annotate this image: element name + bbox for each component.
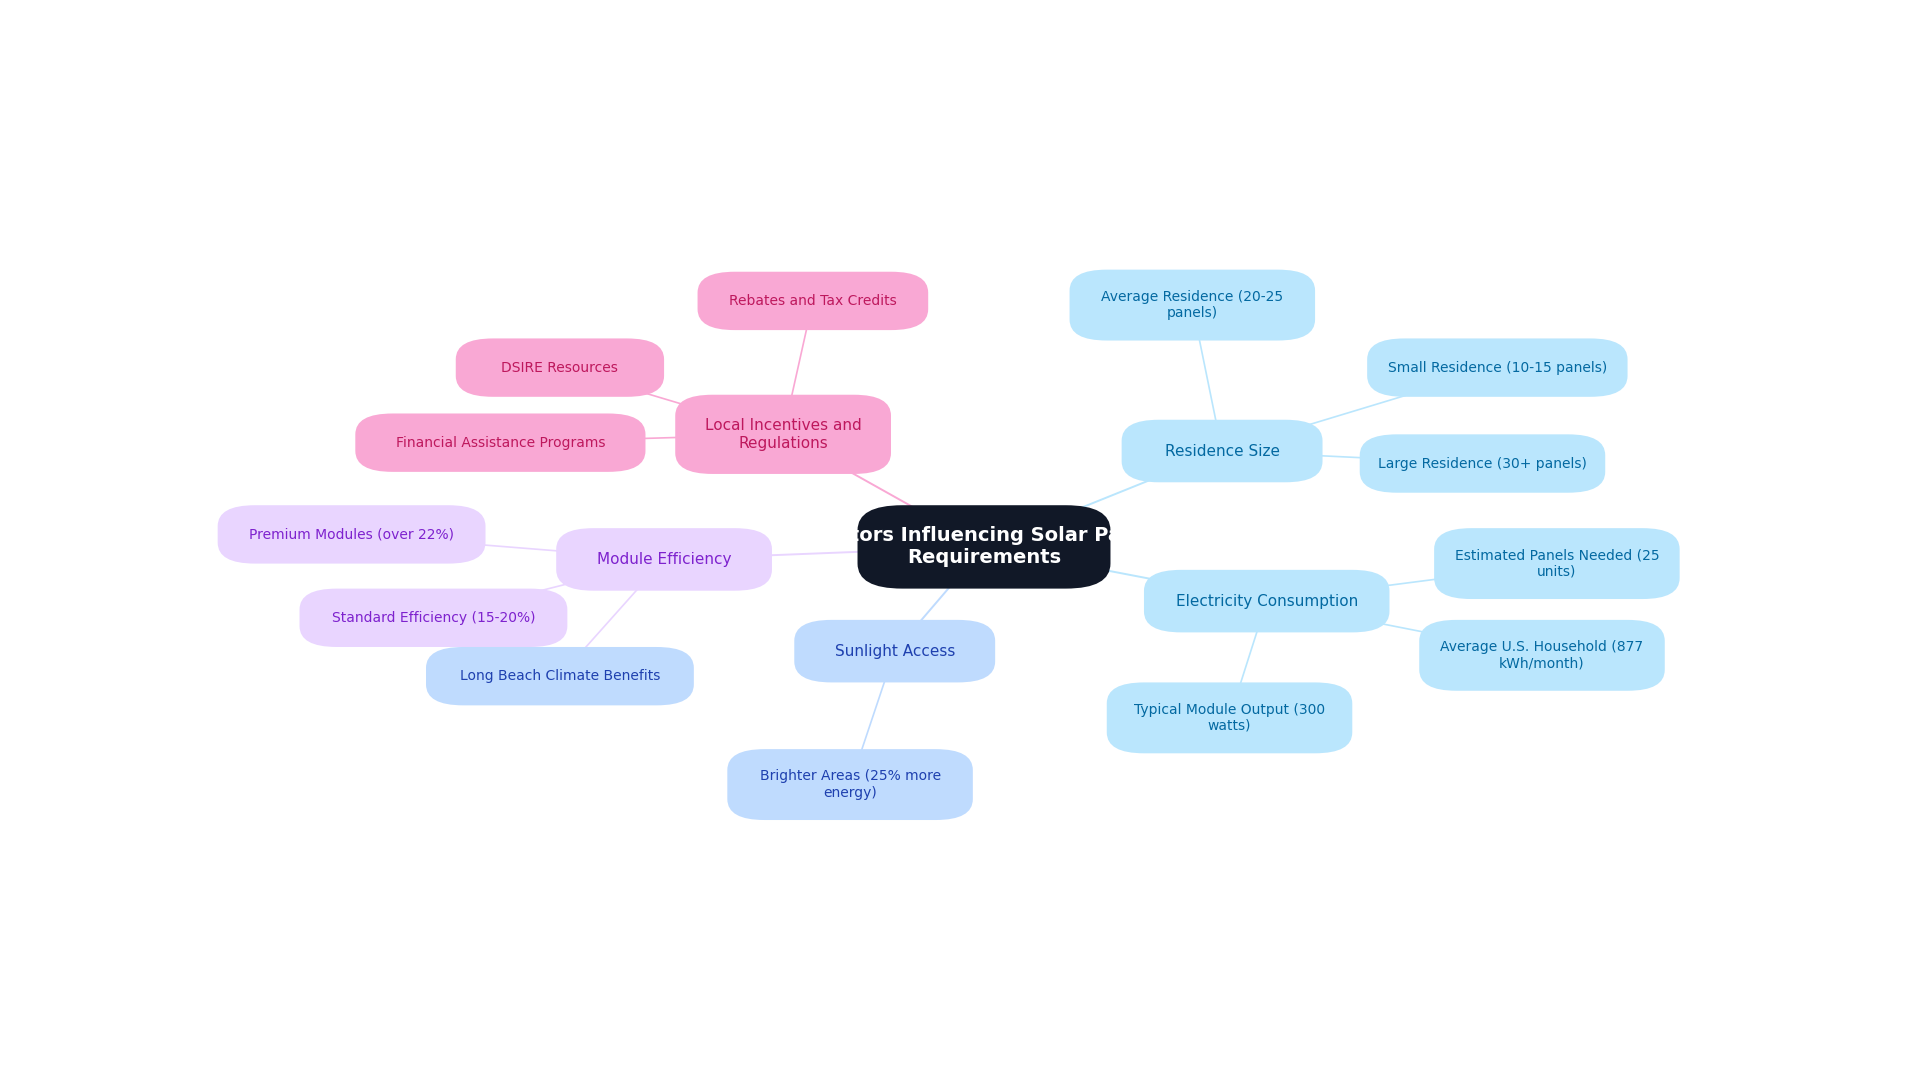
Text: Average U.S. Household (877
kWh/month): Average U.S. Household (877 kWh/month) [1440,640,1644,670]
FancyBboxPatch shape [858,505,1110,589]
Text: Factors Influencing Solar Panel
Requirements: Factors Influencing Solar Panel Requirem… [812,526,1156,567]
FancyBboxPatch shape [1069,270,1315,340]
FancyBboxPatch shape [557,529,772,590]
Text: Small Residence (10-15 panels): Small Residence (10-15 panels) [1388,361,1607,375]
Text: Premium Modules (over 22%): Premium Modules (over 22%) [250,527,455,542]
FancyBboxPatch shape [795,619,995,682]
FancyBboxPatch shape [676,394,891,474]
Text: Average Residence (20-25
panels): Average Residence (20-25 panels) [1102,290,1283,321]
FancyBboxPatch shape [300,589,568,647]
Text: Rebates and Tax Credits: Rebates and Tax Credits [730,293,897,308]
FancyBboxPatch shape [1359,434,1605,493]
FancyBboxPatch shape [1419,619,1665,691]
FancyBboxPatch shape [217,506,486,563]
Text: Large Residence (30+ panels): Large Residence (30+ panels) [1379,457,1588,470]
Text: Module Efficiency: Module Efficiency [597,552,732,566]
FancyBboxPatch shape [455,339,664,396]
FancyBboxPatch shape [1121,420,1323,482]
Text: Local Incentives and
Regulations: Local Incentives and Regulations [705,418,862,451]
Text: Residence Size: Residence Size [1165,444,1279,458]
Text: Electricity Consumption: Electricity Consumption [1175,593,1357,609]
FancyBboxPatch shape [1367,339,1628,396]
FancyBboxPatch shape [1434,529,1680,599]
Text: Brighter Areas (25% more
energy): Brighter Areas (25% more energy) [760,770,941,799]
Text: Standard Efficiency (15-20%): Standard Efficiency (15-20%) [332,611,536,625]
Text: Long Beach Climate Benefits: Long Beach Climate Benefits [459,669,660,683]
FancyBboxPatch shape [697,272,927,330]
FancyBboxPatch shape [1144,570,1390,632]
FancyBboxPatch shape [728,749,973,820]
Text: Estimated Panels Needed (25
units): Estimated Panels Needed (25 units) [1455,548,1659,578]
FancyBboxPatch shape [1106,682,1352,754]
FancyBboxPatch shape [355,414,645,472]
FancyBboxPatch shape [426,647,693,705]
Text: Financial Assistance Programs: Financial Assistance Programs [396,435,605,449]
Text: DSIRE Resources: DSIRE Resources [501,361,618,375]
Text: Typical Module Output (300
watts): Typical Module Output (300 watts) [1135,703,1325,733]
Text: Sunlight Access: Sunlight Access [835,643,954,658]
